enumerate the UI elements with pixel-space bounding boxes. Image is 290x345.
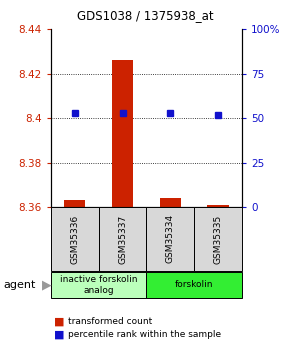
Text: percentile rank within the sample: percentile rank within the sample <box>68 330 221 339</box>
Text: GDS1038 / 1375938_at: GDS1038 / 1375938_at <box>77 9 213 22</box>
Text: ■: ■ <box>54 317 64 326</box>
Text: GSM35336: GSM35336 <box>70 214 79 264</box>
Bar <box>194 207 242 271</box>
Text: forskolin: forskolin <box>175 280 213 289</box>
Bar <box>160 198 181 207</box>
Bar <box>207 205 229 207</box>
Bar <box>146 207 194 271</box>
Bar <box>51 272 146 298</box>
Text: ▶: ▶ <box>42 278 52 292</box>
Text: GSM35337: GSM35337 <box>118 214 127 264</box>
Text: inactive forskolin
analog: inactive forskolin analog <box>60 275 137 295</box>
Text: GSM35334: GSM35334 <box>166 214 175 264</box>
Bar <box>51 207 99 271</box>
Bar <box>146 272 242 298</box>
Text: GSM35335: GSM35335 <box>214 214 223 264</box>
Bar <box>64 200 86 207</box>
Text: ■: ■ <box>54 330 64 339</box>
Bar <box>99 207 146 271</box>
Text: agent: agent <box>3 280 35 290</box>
Text: transformed count: transformed count <box>68 317 153 326</box>
Bar <box>112 60 133 207</box>
